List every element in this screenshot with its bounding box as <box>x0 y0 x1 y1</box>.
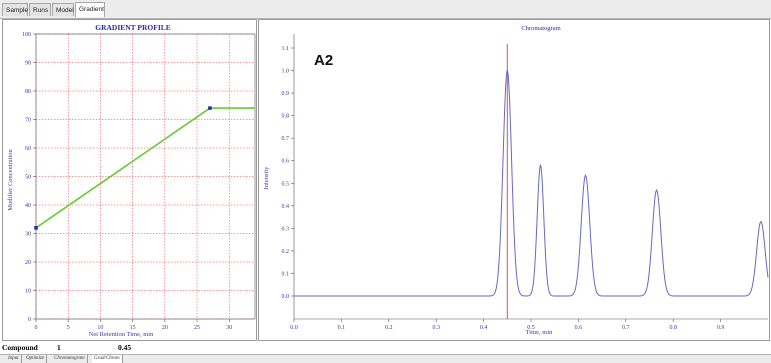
gradient-y-tick-label: 80 <box>25 89 31 95</box>
gradient-point-marker[interactable] <box>34 226 38 230</box>
gradient-y-tick-label: 60 <box>25 146 31 152</box>
compound-number: 1 <box>57 343 61 352</box>
gradient-series <box>34 106 255 229</box>
gradient-x-tick-label: 30 <box>226 325 232 331</box>
gradient-y-tick-label: 0 <box>28 317 31 323</box>
gradient-x-tick-label: 5 <box>67 325 70 331</box>
compound-label: Compound <box>2 343 38 352</box>
status-row: Compound 1 0.45 <box>0 341 771 354</box>
chromatogram-chart: Chromatogram A2 0.0 0.1 0.2 0.3 0.4 0.5 0.6 0.7… <box>259 20 769 340</box>
gradient-y-label: Modifier Concentration <box>7 148 14 210</box>
chromatogram-y-label: Intensity <box>263 166 270 189</box>
chromatogram-x-tick-label: 0.2 <box>385 325 393 331</box>
chromatogram-y-tick-label: 0.5 <box>282 181 290 187</box>
gradient-x-tick-label: 0 <box>35 325 38 331</box>
tab-runs[interactable]: Runs <box>29 3 51 16</box>
gradient-x-tick-label: 20 <box>162 325 168 331</box>
gradient-y-tick-label: 50 <box>25 175 31 181</box>
chromatogram-x-label: Time, min <box>526 329 554 336</box>
tab-gradient[interactable]: Gradient <box>75 2 105 17</box>
chromatogram-y-tick-label: 0.4 <box>282 204 290 210</box>
gradient-y-tick-label: 40 <box>25 203 31 209</box>
compound-value: 0.45 <box>118 343 131 352</box>
chromatogram-x-tick-label: 0.0 <box>290 325 298 331</box>
gradient-y-tick-label: 90 <box>25 61 31 67</box>
gradient-point-marker[interactable] <box>208 106 212 110</box>
tab-model[interactable]: Model <box>52 3 74 16</box>
chromatogram-x-tick-label: 0.9 <box>717 325 725 331</box>
chromatogram-y-tick-label: 0.0 <box>282 294 290 300</box>
chromatogram-x-tick-label: 0.6 <box>575 325 583 331</box>
chromatogram-x-tick-label: 0.8 <box>669 325 677 331</box>
chromatogram-y-tick-label: 1.0 <box>282 69 290 75</box>
chromatogram-panel: Chromatogram A2 0.0 0.1 0.2 0.3 0.4 0.5 0.6 0.7… <box>258 19 770 341</box>
chromatogram-title: Chromatogram <box>521 25 560 32</box>
gradient-line <box>36 108 255 228</box>
gradient-x-tick-label: 25 <box>194 325 200 331</box>
chromatogram-y-tick-label: 0.1 <box>282 271 290 277</box>
chromatogram-trace <box>294 71 768 296</box>
chromatogram-x-tick-label: 0.4 <box>480 325 488 331</box>
tab-sample[interactable]: Sample <box>2 3 28 16</box>
gradient-y-tick-label: 10 <box>25 289 31 295</box>
gradient-grid <box>36 34 255 319</box>
chromatogram-y-tick-label: 0.7 <box>282 136 290 142</box>
gradient-y-ticks: 0 10 20 30 40 50 60 70 80 90 100 <box>22 32 36 323</box>
chromatogram-x-tick-label: 0.3 <box>432 325 440 331</box>
chromatogram-x-tick-label: 0.7 <box>622 325 630 331</box>
gradient-x-label: Net Retention Time, min <box>89 331 154 338</box>
chromatogram-y-tick-label: 1.1 <box>282 46 290 52</box>
panel-label: A2 <box>314 52 333 69</box>
gradient-y-tick-label: 30 <box>25 232 31 238</box>
chromatogram-y-tick-label: 0.6 <box>282 159 290 165</box>
chromatogram-y-tick-label: 0.3 <box>282 226 290 232</box>
gradient-chart: GRADIENT PROFILE 0102030405060708090100 … <box>3 20 256 340</box>
top-tab-bar: Sample Runs Model Gradient <box>0 0 771 19</box>
gradient-y-tick-label: 70 <box>25 118 31 124</box>
chromatogram-y-tick-label: 0.2 <box>282 249 290 255</box>
chromatogram-series <box>294 44 768 319</box>
chromatogram-y-ticks: 0.0 0.1 0.2 0.3 0.4 0.5 0.6 0.7 0.8 0.9 1.0 1.1 <box>282 46 295 300</box>
gradient-y-tick-label: 20 <box>25 260 31 266</box>
chromatogram-y-tick-label: 0.9 <box>282 91 290 97</box>
gradient-title: GRADIENT PROFILE <box>95 23 171 32</box>
chromatogram-x-tick-label: 0.1 <box>338 325 346 331</box>
chromatogram-y-tick-label: 0.8 <box>282 114 290 120</box>
gradient-y-tick-label: 100 <box>22 32 31 38</box>
